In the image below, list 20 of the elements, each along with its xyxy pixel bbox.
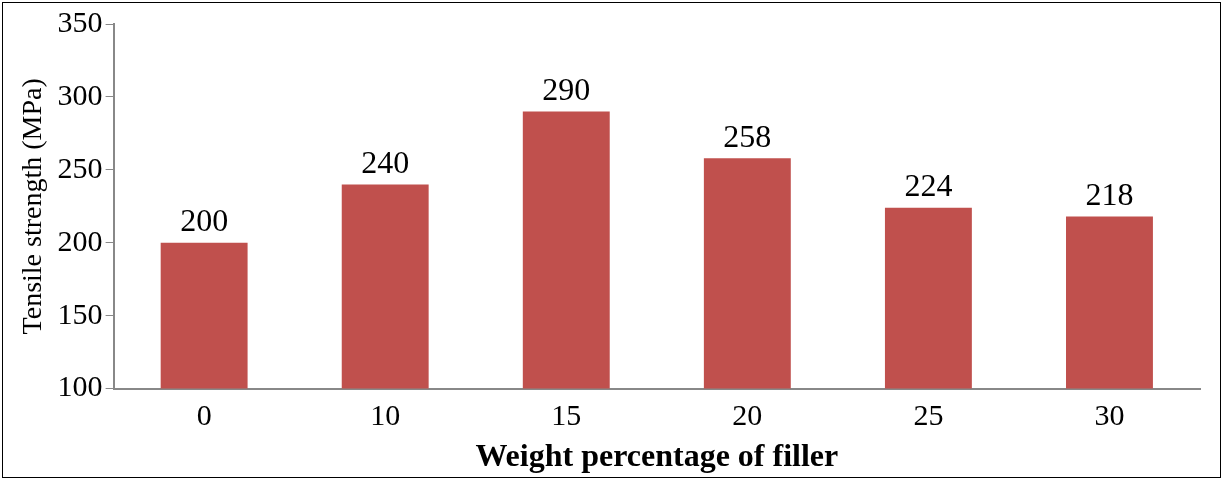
y-tick-label: 100 (57, 369, 103, 403)
x-tick-label: 30 (1094, 398, 1125, 432)
data-label: 224 (904, 167, 953, 204)
data-label: 258 (723, 117, 772, 154)
data-label: 240 (361, 143, 410, 180)
x-tick-label: 25 (913, 398, 944, 432)
y-tick-label: 250 (57, 150, 103, 184)
y-axis-title: Tensile strength (MPa) (16, 78, 48, 335)
y-tick-label: 300 (57, 77, 103, 111)
y-tick-label: 350 (57, 4, 103, 38)
x-tick-label: 0 (196, 398, 212, 432)
data-label: 200 (180, 202, 229, 239)
y-tick-label: 200 (57, 223, 103, 257)
x-tick-label: 15 (551, 398, 582, 432)
x-tick-label: 20 (732, 398, 763, 432)
x-tick-label: 10 (370, 398, 401, 432)
data-label: 290 (542, 70, 591, 107)
y-tick-label: 150 (57, 296, 103, 330)
data-label: 218 (1085, 175, 1134, 212)
x-axis-title: Weight percentage of filler (475, 437, 839, 474)
